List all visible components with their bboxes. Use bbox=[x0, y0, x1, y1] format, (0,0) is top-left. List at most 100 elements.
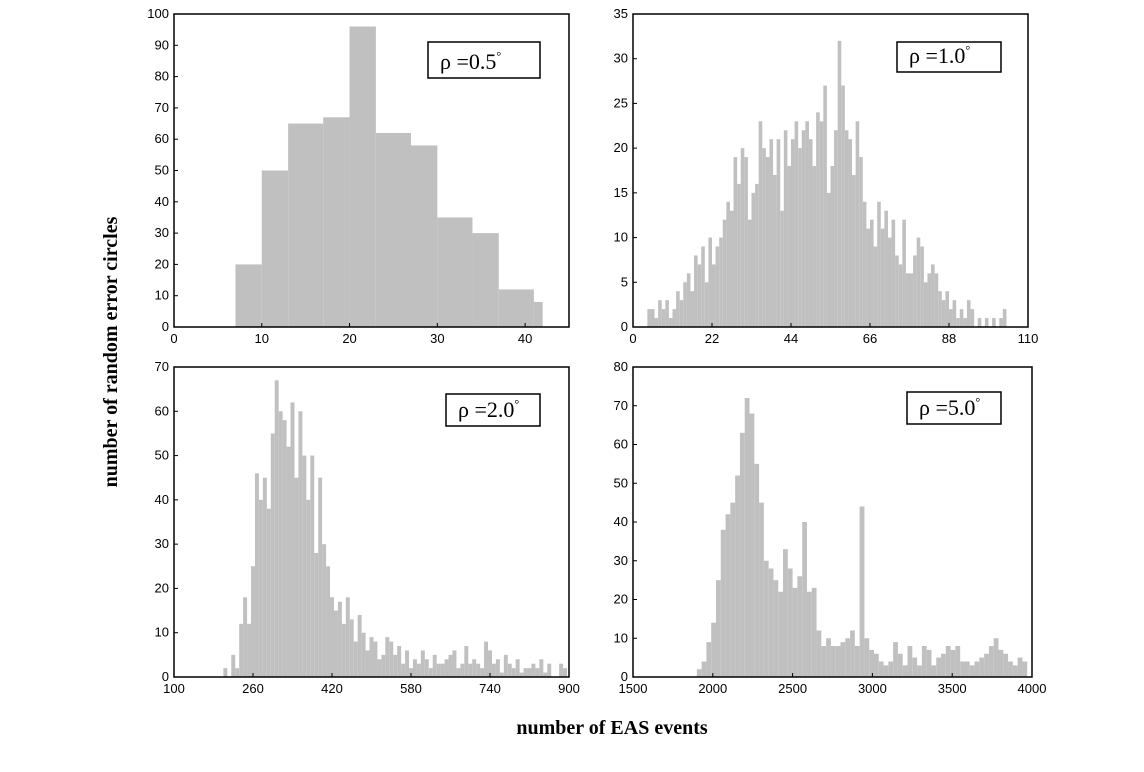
histogram-bar bbox=[780, 210, 784, 327]
histogram-bar bbox=[920, 246, 924, 327]
histogram-bar bbox=[1022, 661, 1028, 677]
histogram-bar bbox=[432, 654, 437, 677]
plot-frame bbox=[173, 366, 570, 678]
histogram-bar bbox=[862, 201, 867, 327]
panel-rho-1.0: 0 22 44 66 88 110 0 5 10 15 20 25 30 35 ρ =1.0° bbox=[614, 6, 1039, 346]
histogram-bar bbox=[676, 291, 680, 327]
histogram-bar bbox=[902, 219, 906, 327]
y-tick-label: 50 bbox=[155, 448, 169, 463]
x-tick-label: 3500 bbox=[938, 681, 967, 696]
annotation-label: ρ =5.0° bbox=[919, 395, 980, 420]
histogram-bar bbox=[278, 411, 283, 677]
histogram-bar bbox=[729, 210, 734, 327]
degree-symbol: ° bbox=[496, 49, 501, 63]
histogram-bar bbox=[765, 157, 770, 327]
histogram-bar bbox=[444, 659, 449, 677]
histogram-bar bbox=[834, 130, 838, 327]
histogram-bar bbox=[1012, 665, 1018, 677]
histogram-bar bbox=[235, 264, 262, 327]
histogram-bar bbox=[826, 638, 831, 677]
histogram-bar bbox=[389, 641, 394, 677]
histogram-bar bbox=[330, 597, 334, 677]
histogram-bar bbox=[913, 255, 917, 327]
histogram-bar bbox=[420, 650, 425, 677]
y-tick-label: 30 bbox=[155, 536, 169, 551]
histogram-bar bbox=[416, 663, 421, 677]
histogram-bar bbox=[349, 26, 376, 328]
histogram-bar bbox=[763, 560, 769, 677]
histogram-bar bbox=[694, 255, 698, 327]
histogram-bar bbox=[869, 649, 874, 677]
histogram-bar bbox=[850, 630, 855, 677]
x-tick-label: 260 bbox=[242, 681, 264, 696]
histogram-bar bbox=[251, 566, 255, 677]
histogram-bar bbox=[647, 309, 651, 327]
histogram-bar bbox=[902, 665, 908, 677]
histogram-bar bbox=[830, 166, 835, 327]
histogram-bar bbox=[701, 661, 707, 677]
histogram-bar bbox=[754, 463, 760, 677]
y-tick-label: 30 bbox=[614, 51, 628, 66]
histogram-bar bbox=[984, 318, 989, 327]
histogram-bar bbox=[266, 508, 271, 677]
histogram-bar bbox=[931, 665, 937, 677]
histogram-bar bbox=[393, 654, 398, 677]
histogram-bar bbox=[488, 650, 492, 677]
rho-value: 0.5 bbox=[469, 49, 497, 74]
histogram-bar bbox=[884, 210, 888, 327]
histogram-bar bbox=[706, 642, 712, 677]
y-tick-label: 50 bbox=[155, 163, 169, 178]
histogram-bar bbox=[963, 318, 967, 327]
histogram-bar bbox=[697, 264, 702, 327]
y-tick-label: 10 bbox=[614, 630, 628, 645]
histogram-bar bbox=[835, 646, 841, 677]
histogram-bar bbox=[507, 663, 512, 677]
panel-rho-2.0: 100 260 420 580 740 900 0 10 20 30 40 50 60 70 ρ =2.… bbox=[155, 359, 580, 696]
y-axis-ticks: 0 10 20 30 40 50 60 70 80 90 100 bbox=[147, 6, 178, 334]
histogram-bar bbox=[837, 40, 842, 327]
histogram-bar bbox=[852, 174, 856, 327]
histogram-bar bbox=[733, 157, 738, 327]
histogram-bar bbox=[964, 661, 970, 677]
histogram-bar bbox=[979, 657, 985, 677]
histogram-bar bbox=[749, 413, 755, 677]
histogram-bar bbox=[897, 653, 903, 677]
histogram-bar bbox=[969, 665, 975, 677]
histogram-bar bbox=[783, 549, 788, 677]
histogram-bar bbox=[806, 591, 812, 677]
rho-value: 2.0 bbox=[487, 397, 515, 422]
histogram-bar bbox=[274, 380, 279, 677]
histogram-bar bbox=[726, 201, 730, 327]
histogram-bar bbox=[258, 499, 263, 677]
histogram-bar bbox=[974, 661, 980, 677]
histogram-bar bbox=[468, 663, 473, 677]
histogram-bar bbox=[302, 455, 307, 677]
histogram-bar bbox=[254, 473, 259, 677]
histogram-bar bbox=[712, 264, 716, 327]
histogram-bar bbox=[472, 659, 477, 677]
histogram-bar bbox=[397, 646, 402, 677]
y-tick-label: 20 bbox=[614, 592, 628, 607]
histogram-bar bbox=[841, 85, 845, 328]
histogram-bar bbox=[661, 309, 666, 327]
histogram-bar bbox=[730, 502, 736, 677]
x-tick-label: 580 bbox=[400, 681, 422, 696]
histogram-bar bbox=[811, 587, 817, 677]
histogram-bar bbox=[888, 661, 894, 677]
histogram-bar bbox=[533, 301, 543, 327]
annotation-label: ρ =1.0° bbox=[909, 43, 970, 68]
histogram-bar bbox=[959, 309, 964, 327]
histogram-bar bbox=[361, 632, 366, 677]
histogram-bar bbox=[686, 273, 691, 327]
annotation-box: ρ =1.0° bbox=[896, 41, 1002, 73]
histogram-bar bbox=[737, 183, 741, 327]
histogram-bar bbox=[739, 432, 745, 677]
histogram-bar bbox=[314, 553, 319, 677]
histogram-bar bbox=[941, 300, 946, 327]
annotation-label: ρ =2.0° bbox=[458, 397, 519, 422]
histogram-bar bbox=[830, 646, 836, 677]
histogram-bar bbox=[665, 300, 669, 327]
histogram-bar bbox=[511, 668, 516, 677]
histogram-bar bbox=[654, 318, 659, 327]
histogram-bar bbox=[887, 237, 892, 327]
